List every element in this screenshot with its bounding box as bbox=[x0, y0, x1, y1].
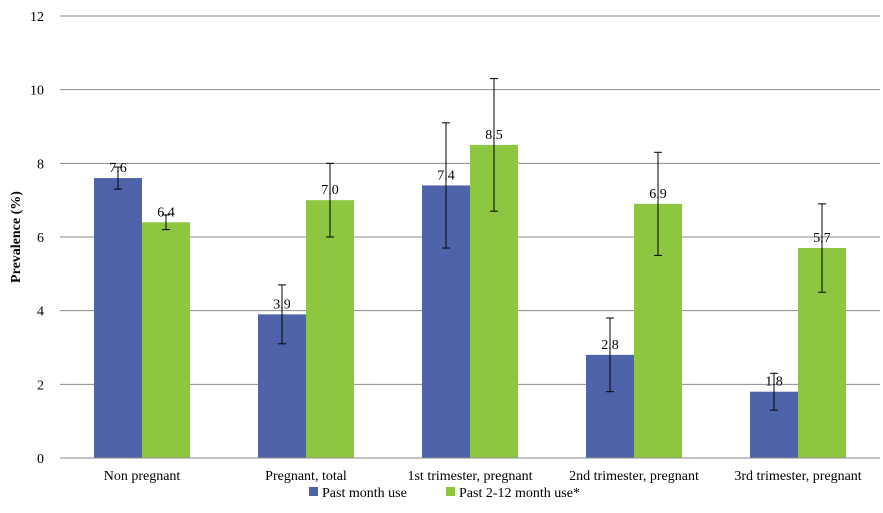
data-label: 7.6 bbox=[109, 161, 127, 176]
y-tick-label: 12 bbox=[30, 10, 44, 25]
legend-swatch bbox=[309, 487, 318, 496]
data-label: 7.4 bbox=[437, 168, 455, 183]
y-tick-label: 10 bbox=[30, 84, 44, 99]
legend-label: Past 2-12 month use* bbox=[459, 486, 580, 501]
data-label: 3.9 bbox=[273, 297, 291, 312]
bar bbox=[306, 200, 354, 458]
y-tick-label: 4 bbox=[37, 305, 44, 320]
x-category-label: 2nd trimester, pregnant bbox=[569, 469, 699, 484]
data-label: 5.7 bbox=[813, 231, 831, 246]
y-tick-label: 2 bbox=[37, 378, 44, 393]
legend: Past month use Past 2-12 month use* bbox=[309, 486, 580, 501]
data-label: 2.8 bbox=[601, 338, 619, 353]
data-label: 7.0 bbox=[321, 183, 339, 198]
y-tick-label: 6 bbox=[37, 231, 44, 246]
y-tick-label: 8 bbox=[37, 157, 44, 172]
data-label: 6.4 bbox=[157, 205, 175, 220]
y-tick-label: 0 bbox=[37, 452, 44, 467]
x-category-labels: Non pregnant Pregnant, total 1st trimester… bbox=[104, 469, 862, 484]
bar bbox=[94, 178, 142, 459]
bars bbox=[94, 144, 846, 459]
x-category-label: Non pregnant bbox=[104, 469, 181, 484]
y-tick-labels: 0 2 4 6 8 10 12 bbox=[30, 10, 44, 467]
legend-label: Past month use bbox=[322, 486, 407, 501]
x-category-label: 1st trimester, pregnant bbox=[407, 469, 532, 484]
x-category-label: Pregnant, total bbox=[265, 469, 347, 484]
x-category-label: 3rd trimester, pregnant bbox=[734, 469, 861, 484]
bar bbox=[142, 222, 190, 458]
error-bars bbox=[114, 78, 826, 411]
y-axis-title: Prevalence (%) bbox=[9, 191, 24, 283]
legend-swatch bbox=[446, 487, 455, 496]
data-label: 8.5 bbox=[485, 128, 503, 143]
data-label: 6.9 bbox=[649, 187, 667, 202]
data-labels: 7.6 6.4 3.9 7.0 7.4 8.5 2.8 6.9 1.8 5.7 bbox=[109, 128, 831, 390]
data-label: 1.8 bbox=[765, 375, 783, 390]
